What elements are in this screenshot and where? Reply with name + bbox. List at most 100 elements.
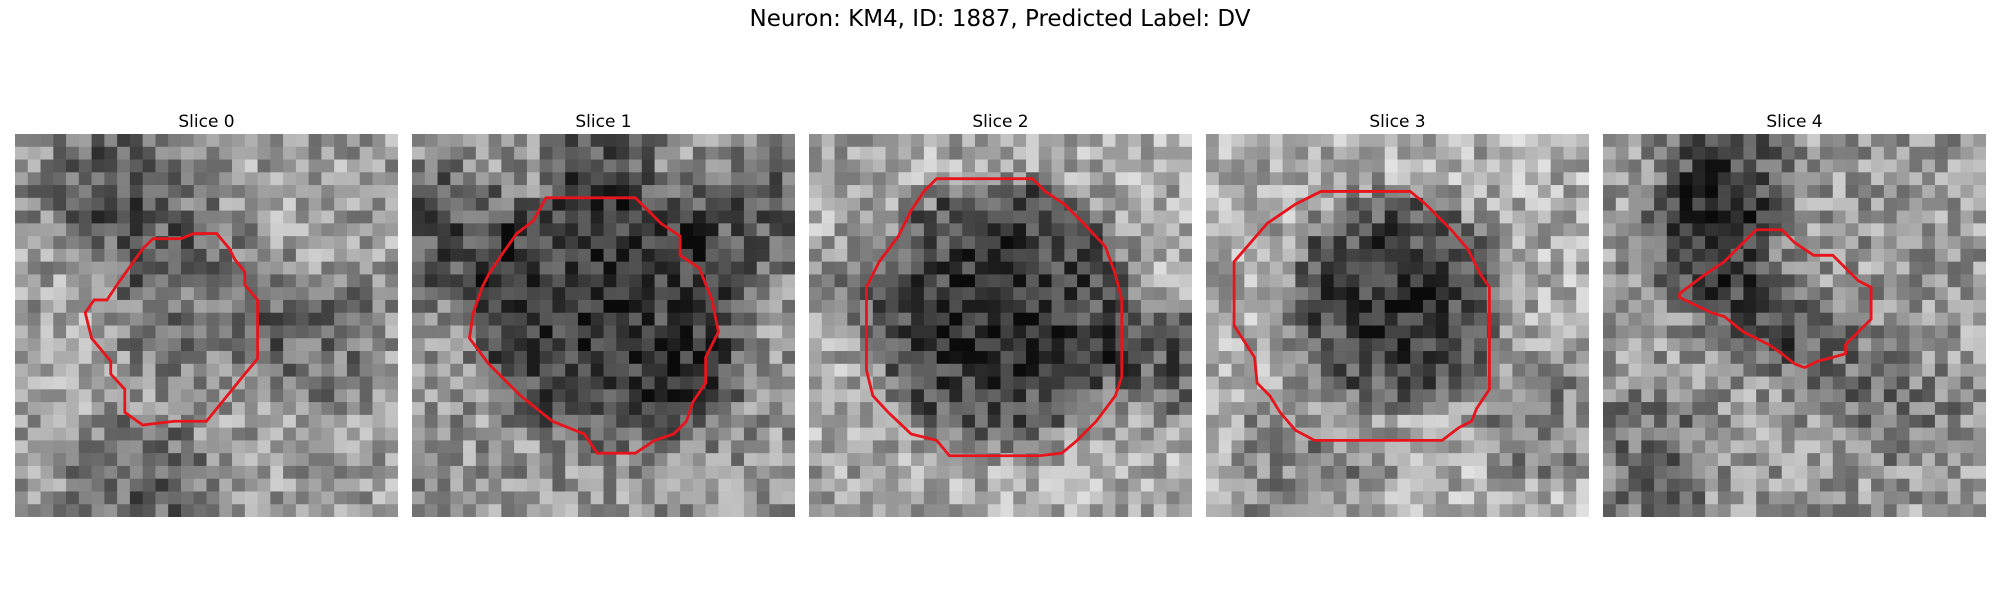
image-pixel [821,351,835,365]
image-pixel [911,478,925,492]
image-pixel [257,453,271,467]
image-pixel [782,338,795,352]
image-pixel [334,172,348,186]
image-pixel [1807,491,1821,505]
image-pixel [346,261,361,275]
image-pixel [244,261,258,275]
image-pixel [1550,274,1564,288]
image-pixel [1320,504,1335,517]
image-pixel [1781,274,1795,288]
image-pixel [295,197,310,211]
image-pixel [1257,146,1271,160]
image-pixel [27,261,41,275]
image-pixel [1820,261,1834,275]
image-pixel [1038,134,1052,148]
image-pixel [1206,312,1220,326]
image-pixel [142,172,156,186]
image-pixel [1257,478,1271,492]
image-pixel [1384,440,1398,454]
image-pixel [1563,491,1577,505]
image-pixel [27,134,41,148]
image-pixel [219,185,233,199]
image-pixel [1628,427,1642,441]
image-pixel [359,274,373,288]
image-pixel [244,274,258,288]
image-pixel [616,287,630,301]
image-pixel [1115,402,1129,416]
image-pixel [1947,248,1961,263]
image-pixel [514,261,528,275]
image-pixel [1871,236,1885,250]
image-pixel [1896,134,1910,148]
image-pixel [1359,299,1373,314]
image-pixel [1448,325,1462,339]
image-pixel [424,312,438,326]
image-pixel [898,389,912,403]
image-pixel [1308,389,1322,403]
image-pixel [692,427,707,441]
image-pixel [155,491,169,505]
image-pixel [1896,210,1910,224]
image-pixel [1269,351,1283,365]
image-pixel [923,261,938,275]
image-pixel [1102,185,1116,199]
image-pixel [270,223,284,237]
image-pixel [923,299,938,314]
image-pixel [949,427,963,441]
image-pixel [117,287,131,301]
image-pixel [743,491,758,505]
image-pixel [552,299,566,314]
image-pixel [667,312,681,326]
image-pixel [1922,465,1936,480]
image-pixel [1257,414,1271,429]
image-pixel [898,197,912,211]
image-pixel [142,134,156,148]
image-pixel [1166,351,1180,365]
image-pixel [1206,134,1220,148]
image-pixel [526,274,541,288]
image-pixel [308,159,322,173]
image-pixel [1743,261,1757,275]
image-pixel [1410,478,1424,492]
image-pixel [872,376,886,390]
image-pixel [372,376,386,390]
image-pixel [1628,491,1642,505]
image-pixel [577,504,592,517]
image-pixel [1576,351,1589,365]
image-pixel [1756,363,1770,377]
image-pixel [91,414,105,429]
image-pixel [334,274,348,288]
image-pixel [1295,146,1309,160]
image-pixel [974,325,989,339]
image-pixel [782,325,795,339]
image-pixel [1089,491,1104,505]
image-pixel [295,491,310,505]
image-pixel [885,159,899,173]
image-pixel [1448,338,1462,352]
image-pixel [308,274,322,288]
image-pixel [1089,248,1104,263]
image-pixel [308,389,322,403]
image-pixel [1257,325,1271,339]
image-pixel [1423,504,1437,517]
image-pixel [53,159,67,173]
image-pixel [168,261,182,275]
image-pixel [1333,363,1347,377]
image-pixel [1423,197,1437,211]
image-pixel [809,159,823,173]
image-pixel [78,236,92,250]
image-pixel [346,402,361,416]
image-pixel [1423,478,1437,492]
image-pixel [385,453,398,467]
image-pixel [1896,389,1910,403]
image-pixel [1641,172,1655,186]
image-pixel [539,261,553,275]
image-pixel [193,312,207,326]
image-pixel [860,478,874,492]
image-pixel [437,146,451,160]
image-pixel [78,465,92,480]
image-pixel [308,453,322,467]
image-pixel [1333,453,1347,467]
image-pixel [731,274,745,288]
image-pixel [552,185,566,199]
